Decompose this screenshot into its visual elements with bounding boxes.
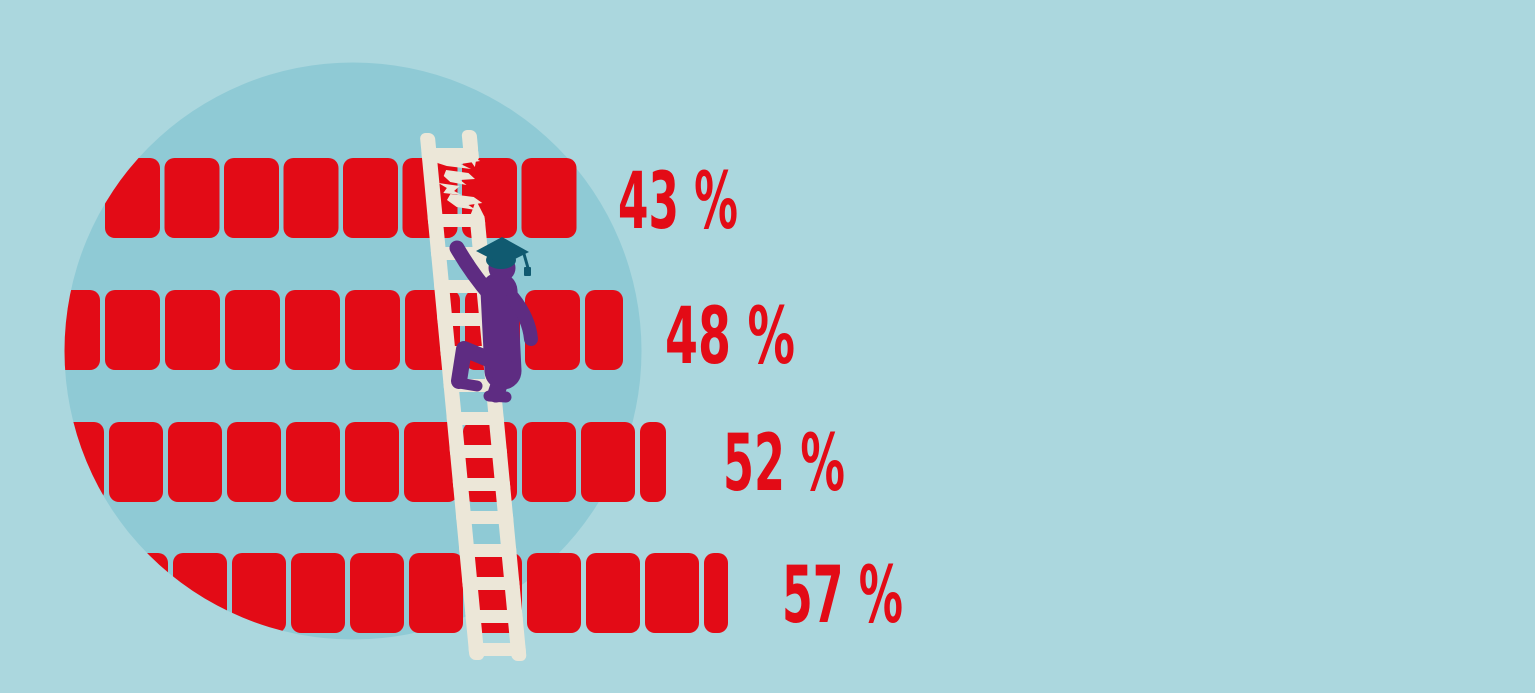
bar-segment-row2 (64, 290, 100, 370)
ladder-rung (468, 643, 526, 656)
bar-segment-row4 (527, 553, 581, 633)
percent-label-row1: 43 % (618, 157, 738, 247)
ladder-rung (459, 544, 517, 557)
bar-segment-row4 (704, 553, 728, 633)
bar-segment-row2 (225, 290, 280, 370)
cap-board (476, 237, 529, 265)
bar-segment-row3 (109, 422, 163, 502)
bar-segment-row3 (345, 422, 399, 502)
bar-segment-row4 (291, 553, 345, 633)
ladder-rung (427, 214, 486, 227)
bar-segment-row2 (165, 290, 220, 370)
percent-label-row2: 48 % (665, 292, 795, 382)
bar-segment-row4 (586, 553, 640, 633)
cap-tassel-end (524, 267, 531, 276)
broken-ladder-splinters (433, 147, 485, 217)
ladder-left-rail (420, 133, 485, 660)
person-left-foot (453, 377, 483, 392)
bar-segment-row2 (525, 290, 580, 370)
ladder-rung (465, 610, 523, 623)
person-left-leg (451, 341, 506, 389)
person-right-leg (487, 358, 514, 403)
bar-segment-row2 (345, 290, 400, 370)
bar-segment-row3 (404, 422, 458, 502)
bar-segment-row1 (521, 158, 577, 238)
ladder-rung (452, 478, 511, 491)
bar-segment-row2 (285, 290, 340, 370)
bar-segment-row3 (640, 422, 666, 502)
bar-segment-row1 (224, 158, 279, 238)
ladder-rung (449, 445, 508, 458)
bar-segment-row3 (286, 422, 340, 502)
ladder-rung (455, 511, 514, 524)
bar-segment-row1 (164, 158, 220, 238)
bar-segment-row3 (227, 422, 281, 502)
bar-segment-row3 (168, 422, 222, 502)
graduation-cap-icon (476, 237, 531, 276)
ladder-rung (446, 412, 505, 425)
bar-segment-row4 (645, 553, 699, 633)
ladder-rung (462, 577, 520, 590)
cap-tassel-cord (522, 253, 530, 269)
person-raised-arm (449, 240, 500, 305)
person-right-arm (506, 291, 538, 346)
percent-label-row3: 52 % (723, 419, 845, 509)
percent-labels: 43 % 48 % 52 % 57 % (618, 157, 903, 641)
bar-segment-row1 (283, 158, 339, 238)
person-right-foot (483, 390, 512, 403)
bar-segment-row1 (343, 158, 398, 238)
bar-segment-row2 (585, 290, 623, 370)
percent-label-row4: 57 % (782, 551, 903, 641)
person-climbing (449, 240, 538, 403)
bar-segment-row4 (232, 553, 286, 633)
bar-segment-row3 (581, 422, 635, 502)
bar-segment-row2 (105, 290, 160, 370)
ladder-rung (437, 313, 495, 326)
bar-segment-row3 (522, 422, 576, 502)
bar-segment-row4 (350, 553, 404, 633)
bar-segment-row4 (409, 553, 463, 633)
